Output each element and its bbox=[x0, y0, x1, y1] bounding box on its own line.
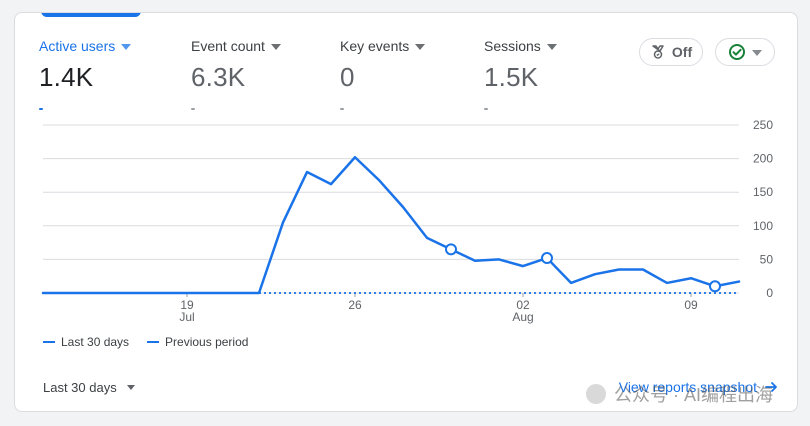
arrow-right-icon bbox=[765, 382, 777, 392]
view-reports-link[interactable]: View reports snapshot bbox=[619, 379, 779, 395]
date-range-label: Last 30 days bbox=[43, 379, 117, 395]
series-line-last-30-days bbox=[41, 156, 741, 295]
x-tick-label: 02 bbox=[516, 298, 530, 312]
chevron-down-icon bbox=[126, 384, 135, 390]
x-tick-label: 09 bbox=[684, 298, 698, 312]
date-range-dropdown[interactable]: Last 30 days bbox=[43, 376, 135, 398]
y-tick-label: 150 bbox=[753, 185, 773, 199]
y-tick-label: 250 bbox=[753, 118, 773, 132]
x-tick-sublabel: Jul bbox=[179, 310, 194, 324]
y-tick-label: 50 bbox=[760, 252, 774, 266]
metric-label-row: Sessions bbox=[484, 37, 624, 55]
metric-event-count[interactable]: Event count 6.3K bbox=[191, 37, 331, 117]
check-circle-icon bbox=[729, 44, 745, 60]
overview-card: Active users 1.4K Event count 6.3K Key e… bbox=[14, 12, 798, 412]
insights-toggle-button[interactable]: Off bbox=[639, 38, 703, 66]
metric-key-events[interactable]: Key events 0 bbox=[340, 37, 480, 117]
metric-value: 6.3K bbox=[191, 62, 246, 92]
metric-trend-indicator bbox=[484, 108, 488, 110]
chevron-down-icon bbox=[415, 43, 426, 50]
data-point bbox=[445, 243, 457, 256]
y-tick-label: 100 bbox=[753, 219, 773, 233]
data-point bbox=[709, 280, 721, 293]
insights-toggle-label: Off bbox=[671, 44, 693, 60]
metrics-row: Active users 1.4K Event count 6.3K Key e… bbox=[39, 37, 599, 117]
x-tick-label: 19 bbox=[180, 298, 194, 312]
legend-label-current: Last 30 days bbox=[61, 335, 130, 349]
metric-active-users[interactable]: Active users 1.4K bbox=[39, 37, 179, 117]
data-quality-dropdown[interactable] bbox=[715, 38, 775, 66]
metric-label: Active users bbox=[39, 38, 116, 54]
metric-label-row: Key events bbox=[340, 37, 480, 55]
y-tick-label: 200 bbox=[753, 152, 773, 166]
metric-label-row: Active users bbox=[39, 37, 179, 55]
view-reports-label: View reports snapshot bbox=[618, 379, 757, 395]
metric-label-row: Event count bbox=[191, 37, 331, 55]
chevron-down-icon bbox=[121, 43, 132, 50]
metric-value: 1.4K bbox=[39, 62, 94, 92]
metric-label: Event count bbox=[191, 38, 265, 54]
legend-item-previous: Previous period bbox=[147, 335, 248, 349]
watermark-logo bbox=[585, 384, 606, 404]
metric-trend-indicator bbox=[191, 108, 195, 110]
legend-item-current: Last 30 days bbox=[43, 335, 129, 349]
metric-label: Key events bbox=[340, 38, 410, 54]
chevron-down-icon bbox=[546, 43, 557, 50]
data-point bbox=[541, 252, 553, 265]
metric-sessions[interactable]: Sessions 1.5K bbox=[484, 37, 624, 117]
legend-swatch-solid bbox=[43, 341, 55, 343]
metric-value: 1.5K bbox=[484, 62, 539, 92]
metric-trend-indicator bbox=[340, 108, 344, 110]
chevron-down-icon bbox=[752, 49, 762, 56]
chevron-down-icon bbox=[270, 43, 281, 50]
selected-tab-indicator bbox=[41, 13, 141, 17]
metric-trend-indicator bbox=[39, 108, 43, 110]
chart-legend: Last 30 days Previous period bbox=[43, 335, 248, 349]
x-tick-label: 26 bbox=[348, 298, 362, 312]
legend-label-previous: Previous period bbox=[165, 335, 249, 349]
legend-swatch-dashed bbox=[147, 341, 160, 343]
y-tick-label: 0 bbox=[766, 286, 773, 300]
insights-icon bbox=[652, 45, 664, 59]
metric-value: 0 bbox=[340, 62, 355, 92]
x-tick-sublabel: Aug bbox=[512, 310, 533, 324]
metric-label: Sessions bbox=[484, 38, 541, 54]
